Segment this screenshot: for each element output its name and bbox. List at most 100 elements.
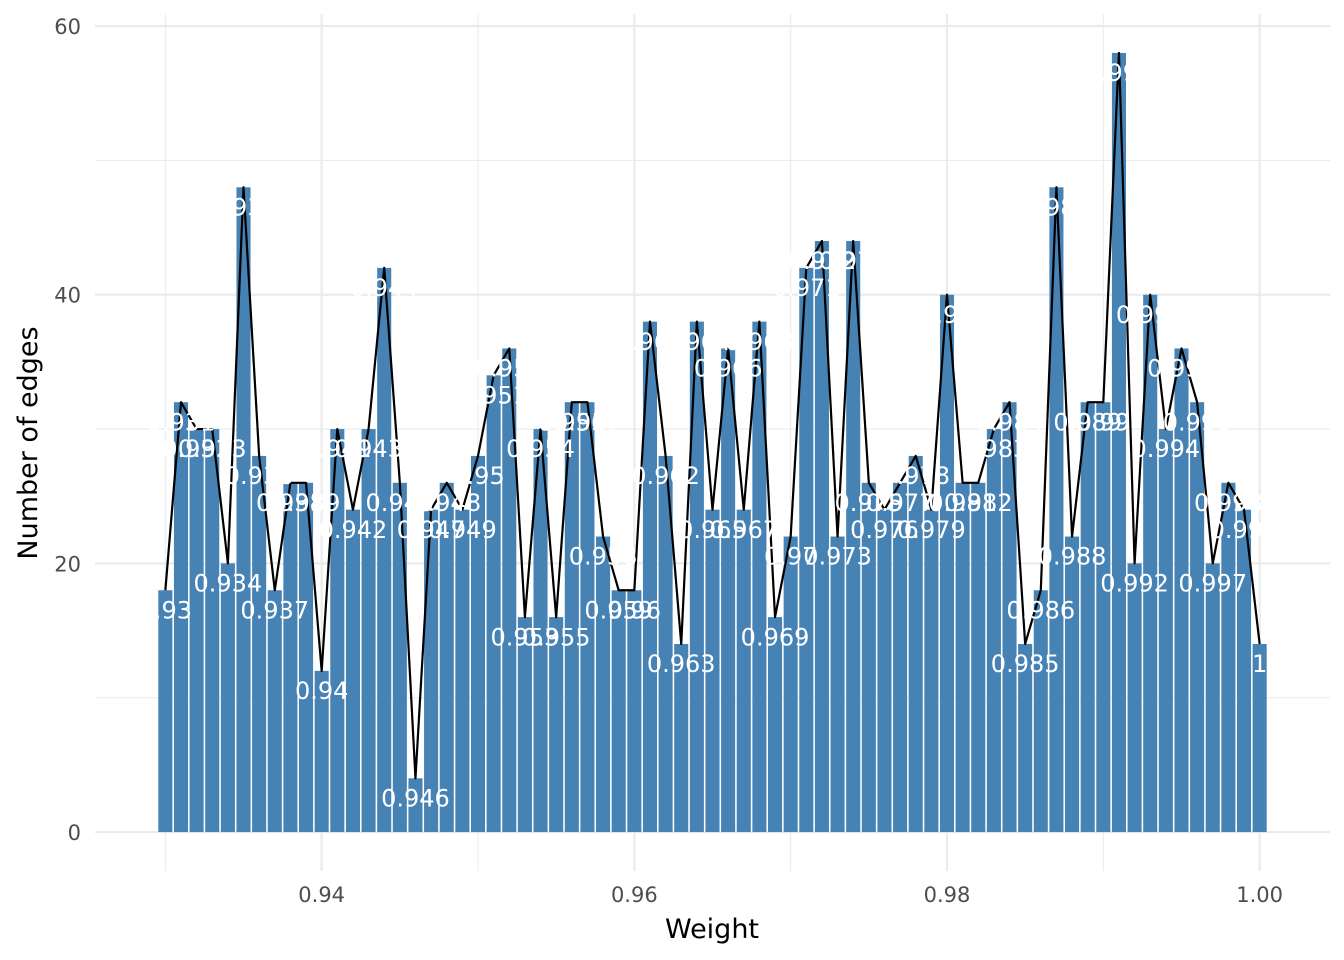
bar: [611, 590, 626, 833]
bar: [252, 455, 267, 833]
y-tick-label: 60: [54, 15, 81, 39]
bar: [1002, 402, 1017, 833]
bar: [908, 455, 923, 833]
bar-label: 0.932: [162, 435, 231, 463]
x-axis-ticks: 0.94 0.96 0.98 1.00: [298, 883, 1283, 907]
bar-label: 0.995: [1147, 355, 1216, 383]
y-axis-ticks: 0 20 40 60: [54, 15, 81, 845]
bar-label: 0.944: [350, 274, 419, 302]
bar-label: 0.991: [1085, 59, 1154, 87]
bar: [345, 509, 360, 833]
bar-label: 0.994: [1131, 435, 1200, 463]
bar-label: 0.954: [506, 435, 575, 463]
bar: [674, 643, 689, 833]
bar: [517, 617, 532, 833]
bar: [1111, 52, 1126, 833]
bar-label: 0.969: [741, 623, 810, 651]
x-tick-label: 0.98: [924, 883, 971, 907]
bar-label: 0.945: [365, 489, 434, 517]
bar-label: 0.973: [803, 543, 872, 571]
bar: [861, 482, 876, 833]
bar: [1065, 536, 1080, 833]
bar-label: 0.985: [991, 650, 1060, 678]
bar-label: 0.947: [397, 516, 466, 544]
bar-label: 0.963: [647, 650, 716, 678]
bar-label: 0.933: [178, 435, 247, 463]
bar-label: 0.938: [256, 489, 325, 517]
bar: [1221, 482, 1236, 833]
bar: [314, 670, 329, 833]
bar-label: 0.978: [881, 462, 950, 490]
bar-label: 0.977: [866, 489, 935, 517]
bar: [236, 187, 251, 833]
bar: [767, 617, 783, 833]
bar: [361, 429, 376, 833]
bar-label: 0.983: [960, 435, 1029, 463]
y-tick-label: 20: [54, 552, 81, 576]
bar: [189, 429, 204, 833]
bar: [924, 509, 939, 833]
bar-label: 0.957: [553, 408, 622, 436]
y-tick-label: 0: [68, 821, 81, 845]
bar-label: 0.952: [475, 355, 544, 383]
bar: [158, 590, 173, 833]
bar: [1205, 563, 1220, 833]
bar: [721, 348, 736, 833]
bar: [377, 267, 392, 833]
bar: [642, 321, 658, 833]
bar-label: 0.943: [334, 435, 403, 463]
bar-label: 0.93: [139, 596, 192, 624]
bar-label: 0.968: [725, 328, 794, 356]
bar-label: 0.997: [1178, 570, 1247, 598]
bar-label: 0.966: [694, 355, 763, 383]
bar: [533, 429, 548, 833]
bar-label: 0.934: [194, 570, 263, 598]
bar: [564, 402, 579, 833]
bar-label: 0.959: [584, 596, 653, 624]
bar-label: 0.976: [850, 516, 919, 544]
bar-label: 0.992: [1100, 570, 1169, 598]
bar-label: 0.955: [522, 623, 591, 651]
bar: [299, 482, 314, 833]
bar-label: 0.958: [569, 543, 638, 571]
bar: [893, 482, 908, 833]
bar: [627, 590, 642, 833]
bar-label: 0.972: [788, 247, 857, 275]
bar-label: 0.98: [920, 301, 973, 329]
bar: [1174, 348, 1189, 833]
bar: [596, 536, 611, 833]
bar: [1033, 590, 1048, 833]
bar-label: 0.953: [491, 623, 560, 651]
bar-label: 0.961: [616, 328, 685, 356]
bar-label: 0.988: [1038, 543, 1107, 571]
bar: [486, 375, 501, 833]
bar-label: 0.942: [319, 516, 388, 544]
bar-label: 0.975: [834, 489, 903, 517]
bar-label: 0.951: [459, 381, 528, 409]
bar-label: 0.967: [709, 516, 778, 544]
bar-label: 0.94: [295, 677, 348, 705]
x-tick-label: 0.96: [611, 883, 658, 907]
bar: [752, 321, 767, 833]
bar-label: 0.986: [1006, 596, 1075, 624]
bars: [158, 52, 1267, 833]
bar-label: 0.998: [1194, 489, 1263, 517]
bar-label: 0.937: [240, 596, 309, 624]
bar: [1252, 643, 1267, 833]
bar-label: 0.964: [663, 328, 732, 356]
bar-label: 0.979: [897, 516, 966, 544]
bar: [1190, 402, 1205, 833]
bar-label: 0.993: [1116, 301, 1185, 329]
bar: [814, 241, 829, 833]
bar-label: 0.936: [225, 462, 294, 490]
bar: [955, 482, 970, 833]
bar: [1158, 429, 1173, 833]
bar: [1096, 402, 1111, 833]
bar-label: 1: [1252, 650, 1267, 678]
bar-label: 0.99: [1077, 408, 1130, 436]
bar: [455, 509, 470, 833]
bar: [549, 617, 564, 833]
bar-label: 0.987: [1022, 193, 1091, 221]
